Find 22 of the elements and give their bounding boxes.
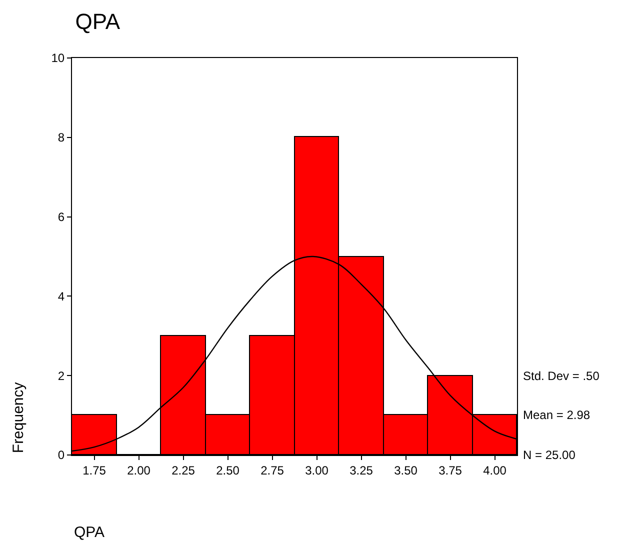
x-tick-label: 3.00	[305, 463, 329, 478]
x-tick-label: 3.50	[394, 463, 418, 478]
x-tick-label: 3.75	[438, 463, 462, 478]
x-tick-label: 2.50	[216, 463, 240, 478]
x-tick-label: 2.75	[260, 463, 284, 478]
chart-title: QPA	[75, 8, 120, 34]
y-tick-label: 0	[58, 448, 65, 462]
x-axis-title: QPA	[74, 524, 105, 541]
x-tick-label: 2.25	[172, 463, 196, 478]
x-tick-label: 4.00	[483, 463, 507, 478]
y-tick-label: 2	[58, 368, 65, 383]
x-tick-label: 2.00	[127, 463, 151, 478]
y-tick-label: 10	[51, 51, 65, 66]
y-tick-label: 8	[58, 130, 65, 145]
y-tick-label: 4	[58, 289, 65, 304]
text: Std. Dev = .50	[523, 369, 600, 383]
x-tick-label: 3.25	[350, 463, 374, 478]
text: Mean = 2.98	[523, 408, 590, 422]
text: N = 25.00	[523, 448, 576, 462]
x-tick-label: 1.75	[82, 463, 106, 478]
y-axis-title: Frequency	[10, 382, 28, 454]
y-tick-label: 6	[58, 210, 65, 224]
